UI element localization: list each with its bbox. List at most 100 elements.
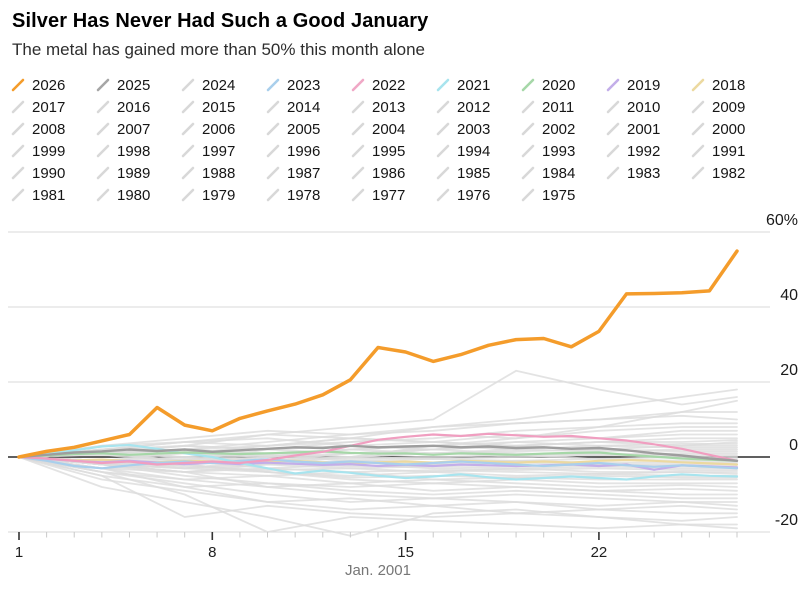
legend-item-1989[interactable]: 1989: [96, 162, 181, 184]
series-line-1975: [18, 456, 738, 533]
legend-item-2000[interactable]: 2000: [691, 118, 776, 140]
legend-swatch-icon: [691, 100, 705, 114]
legend-swatch-icon: [436, 78, 450, 92]
legend-item-2002[interactable]: 2002: [521, 118, 606, 140]
legend-item-2022[interactable]: 2022: [351, 74, 436, 96]
legend-item-label: 1978: [287, 186, 321, 204]
legend-item-1975[interactable]: 1975: [521, 184, 606, 206]
legend-item-2017[interactable]: 2017: [11, 96, 96, 118]
legend-item-2009[interactable]: 2009: [691, 96, 776, 118]
legend-item-1995[interactable]: 1995: [351, 140, 436, 162]
legend-swatch-icon: [266, 100, 280, 114]
series-line-1977: [18, 456, 738, 522]
legend-swatch-icon: [351, 166, 365, 180]
legend-item-1992[interactable]: 1992: [606, 140, 691, 162]
x-axis-month-label: Jan. 2001: [345, 562, 411, 579]
legend-item-1976[interactable]: 1976: [436, 184, 521, 206]
legend-item-label: 1999: [32, 142, 66, 160]
legend-item-1990[interactable]: 1990: [11, 162, 96, 184]
legend-item-2026[interactable]: 2026: [11, 74, 96, 96]
y-axis-label-40: 40: [780, 287, 798, 304]
series-line-1998: [18, 450, 738, 460]
legend-swatch-icon: [266, 122, 280, 136]
legend-item-2013[interactable]: 2013: [351, 96, 436, 118]
legend-item-label: 1996: [287, 142, 321, 160]
legend-item-2021[interactable]: 2021: [436, 74, 521, 96]
legend-item-label: 1982: [712, 164, 746, 182]
legend-item-2016[interactable]: 2016: [96, 96, 181, 118]
legend-swatch-icon: [436, 166, 450, 180]
legend-item-label: 2022: [372, 76, 406, 94]
legend-swatch-icon: [436, 144, 450, 158]
legend-item-label: 1987: [287, 164, 321, 182]
legend-swatch-icon: [691, 78, 705, 92]
legend-item-1980[interactable]: 1980: [96, 184, 181, 206]
legend-item-2001[interactable]: 2001: [606, 118, 691, 140]
legend-item-label: 1984: [542, 164, 576, 182]
legend-item-1978[interactable]: 1978: [266, 184, 351, 206]
legend-item-1996[interactable]: 1996: [266, 140, 351, 162]
legend-item-2011[interactable]: 2011: [521, 96, 606, 118]
legend-item-label: 1997: [202, 142, 236, 160]
legend-item-2015[interactable]: 2015: [181, 96, 266, 118]
chart-header: Silver Has Never Had Such a Good January…: [0, 0, 803, 60]
legend-item-label: 2004: [372, 120, 406, 138]
legend-item-1993[interactable]: 1993: [521, 140, 606, 162]
legend-item-1991[interactable]: 1991: [691, 140, 776, 162]
legend-item-2007[interactable]: 2007: [96, 118, 181, 140]
legend-item-2003[interactable]: 2003: [436, 118, 521, 140]
legend-item-label: 2026: [32, 76, 66, 94]
legend-swatch-icon: [606, 166, 620, 180]
series-line-2026: [17, 249, 739, 459]
legend-swatch-icon: [436, 188, 450, 202]
legend-item-2004[interactable]: 2004: [351, 118, 436, 140]
legend-swatch-icon: [351, 78, 365, 92]
legend-item-2005[interactable]: 2005: [266, 118, 351, 140]
series-line-2014: [18, 414, 738, 458]
legend-item-1983[interactable]: 1983: [606, 162, 691, 184]
legend-item-label: 1989: [117, 164, 151, 182]
legend-item-2014[interactable]: 2014: [266, 96, 351, 118]
legend-item-2025[interactable]: 2025: [96, 74, 181, 96]
series-line-2007: [18, 433, 738, 458]
legend-item-label: 2007: [117, 120, 151, 138]
legend-swatch-icon: [521, 188, 535, 202]
legend-item-label: 1977: [372, 186, 406, 204]
legend-item-1999[interactable]: 1999: [11, 140, 96, 162]
legend-item-2006[interactable]: 2006: [181, 118, 266, 140]
legend-item-1998[interactable]: 1998: [96, 140, 181, 162]
legend-item-2019[interactable]: 2019: [606, 74, 691, 96]
series-line-2021: [17, 443, 739, 481]
y-axis-label-60: 60%: [766, 212, 798, 229]
legend-item-label: 1988: [202, 164, 236, 182]
legend-item-1985[interactable]: 1985: [436, 162, 521, 184]
legend-item-2012[interactable]: 2012: [436, 96, 521, 118]
legend-item-1994[interactable]: 1994: [436, 140, 521, 162]
legend-item-2008[interactable]: 2008: [11, 118, 96, 140]
legend-swatch-icon: [606, 78, 620, 92]
legend-item-label: 2015: [202, 98, 236, 116]
legend-swatch-icon: [96, 122, 110, 136]
legend-item-2023[interactable]: 2023: [266, 74, 351, 96]
legend-item-1977[interactable]: 1977: [351, 184, 436, 206]
legend-item-2018[interactable]: 2018: [691, 74, 776, 96]
legend-item-label: 2002: [542, 120, 576, 138]
legend-item-1984[interactable]: 1984: [521, 162, 606, 184]
legend-item-label: 2013: [372, 98, 406, 116]
legend-item-2020[interactable]: 2020: [521, 74, 606, 96]
legend-item-2024[interactable]: 2024: [181, 74, 266, 96]
legend-swatch-icon: [11, 188, 25, 202]
legend-item-1979[interactable]: 1979: [181, 184, 266, 206]
legend-item-1982[interactable]: 1982: [691, 162, 776, 184]
legend-swatch-icon: [181, 122, 195, 136]
legend-item-1988[interactable]: 1988: [181, 162, 266, 184]
series-line-1985: [18, 456, 738, 488]
legend-item-1986[interactable]: 1986: [351, 162, 436, 184]
legend-item-2010[interactable]: 2010: [606, 96, 691, 118]
y-axis-label-0: 0: [789, 437, 798, 454]
legend-item-label: 2011: [542, 98, 575, 116]
legend-item-1981[interactable]: 1981: [11, 184, 96, 206]
legend-item-1987[interactable]: 1987: [266, 162, 351, 184]
legend-item-1997[interactable]: 1997: [181, 140, 266, 162]
legend-swatch-icon: [266, 144, 280, 158]
